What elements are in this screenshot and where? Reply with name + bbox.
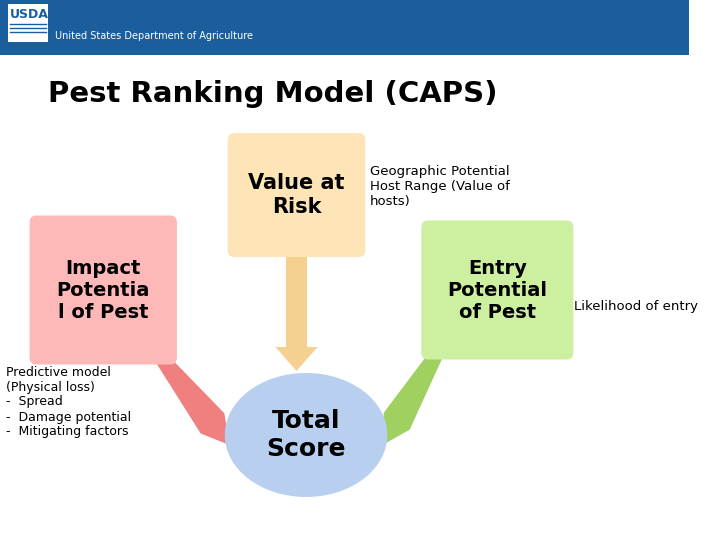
Bar	[286, 250, 307, 351]
Text: United States Department of Agriculture: United States Department of Agriculture	[55, 31, 253, 41]
Polygon shape	[156, 353, 230, 445]
Text: Entry
Potential
of Pest: Entry Potential of Pest	[447, 259, 547, 321]
FancyBboxPatch shape	[30, 215, 177, 364]
Polygon shape	[276, 347, 318, 371]
Polygon shape	[382, 349, 444, 445]
Text: Predictive model
(Physical loss)
-  Spread
-  Damage potential
-  Mitigating fac: Predictive model (Physical loss) - Sprea…	[6, 366, 131, 438]
Bar	[0, 0, 688, 55]
FancyBboxPatch shape	[228, 133, 365, 257]
Ellipse shape	[225, 373, 387, 497]
Text: Likelihood of entry: Likelihood of entry	[575, 300, 698, 313]
Text: Value at
Risk: Value at Risk	[248, 173, 345, 217]
Text: Total
Score: Total Score	[266, 409, 346, 461]
Text: Impact
Potentia
l of Pest: Impact Potentia l of Pest	[57, 259, 150, 321]
Text: USDA: USDA	[9, 8, 48, 21]
Text: Pest Ranking Model (CAPS): Pest Ranking Model (CAPS)	[48, 80, 498, 108]
FancyBboxPatch shape	[421, 220, 573, 360]
Text: Geographic Potential
Host Range (Value of
hosts): Geographic Potential Host Range (Value o…	[370, 165, 510, 208]
Bar	[8, 4, 48, 42]
